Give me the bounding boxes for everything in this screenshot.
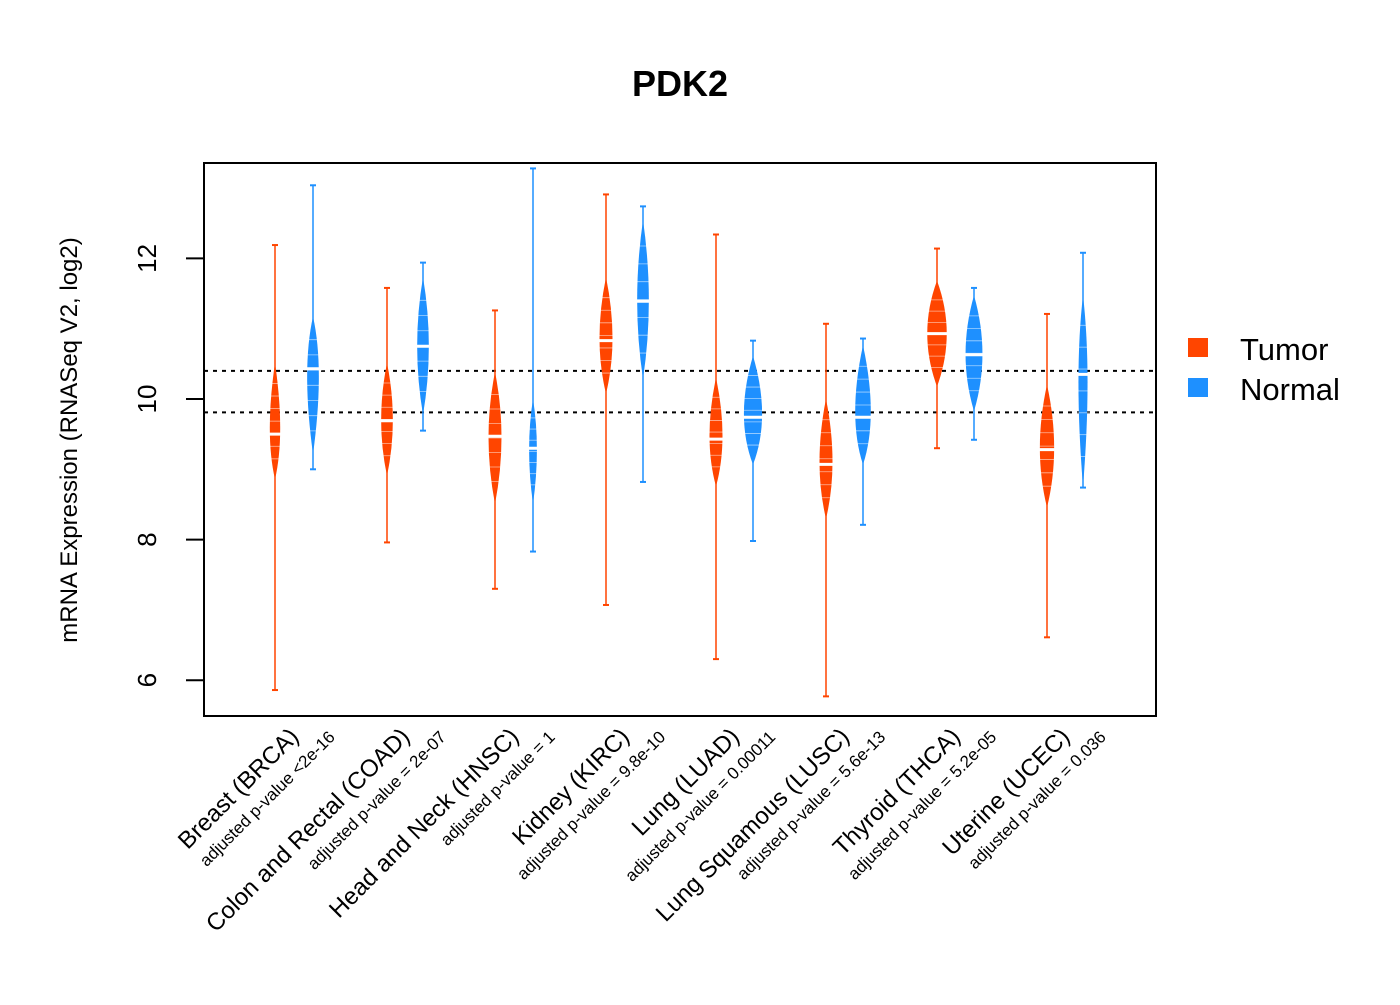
bean-tumor <box>593 193 619 606</box>
bean-normal <box>848 337 878 526</box>
bean-normal <box>411 261 435 432</box>
legend-swatch-normal <box>1188 378 1208 397</box>
legend-label-tumor: Tumor <box>1240 332 1328 367</box>
y-tick-label: 6 <box>132 673 162 687</box>
bean-tumor <box>703 233 729 661</box>
bean-tumor <box>1033 312 1061 639</box>
y-tick-label: 10 <box>132 385 162 414</box>
bean-tumor <box>264 244 286 692</box>
bean-tumor <box>375 286 399 544</box>
bean-tumor <box>482 309 508 590</box>
chart-title: PDK2 <box>632 63 728 104</box>
bean-normal <box>524 167 542 553</box>
beans-layer <box>204 167 1156 698</box>
legend-swatch-tumor <box>1188 338 1208 357</box>
bean-normal <box>631 205 655 483</box>
legend: Tumor Normal <box>1188 332 1340 407</box>
y-tick-label: 12 <box>132 244 162 273</box>
legend-label-normal: Normal <box>1240 372 1340 407</box>
bean-normal <box>736 339 770 543</box>
plot-frame <box>203 162 1157 717</box>
bean-tumor <box>919 247 955 450</box>
y-axis-label: mRNA Expression (RNASeq V2, log2) <box>56 237 83 643</box>
y-tick-label: 8 <box>132 532 162 546</box>
bean-tumor <box>813 322 839 698</box>
bean-normal <box>301 184 325 471</box>
bean-normal <box>1073 251 1093 489</box>
bean-normal <box>958 286 990 441</box>
